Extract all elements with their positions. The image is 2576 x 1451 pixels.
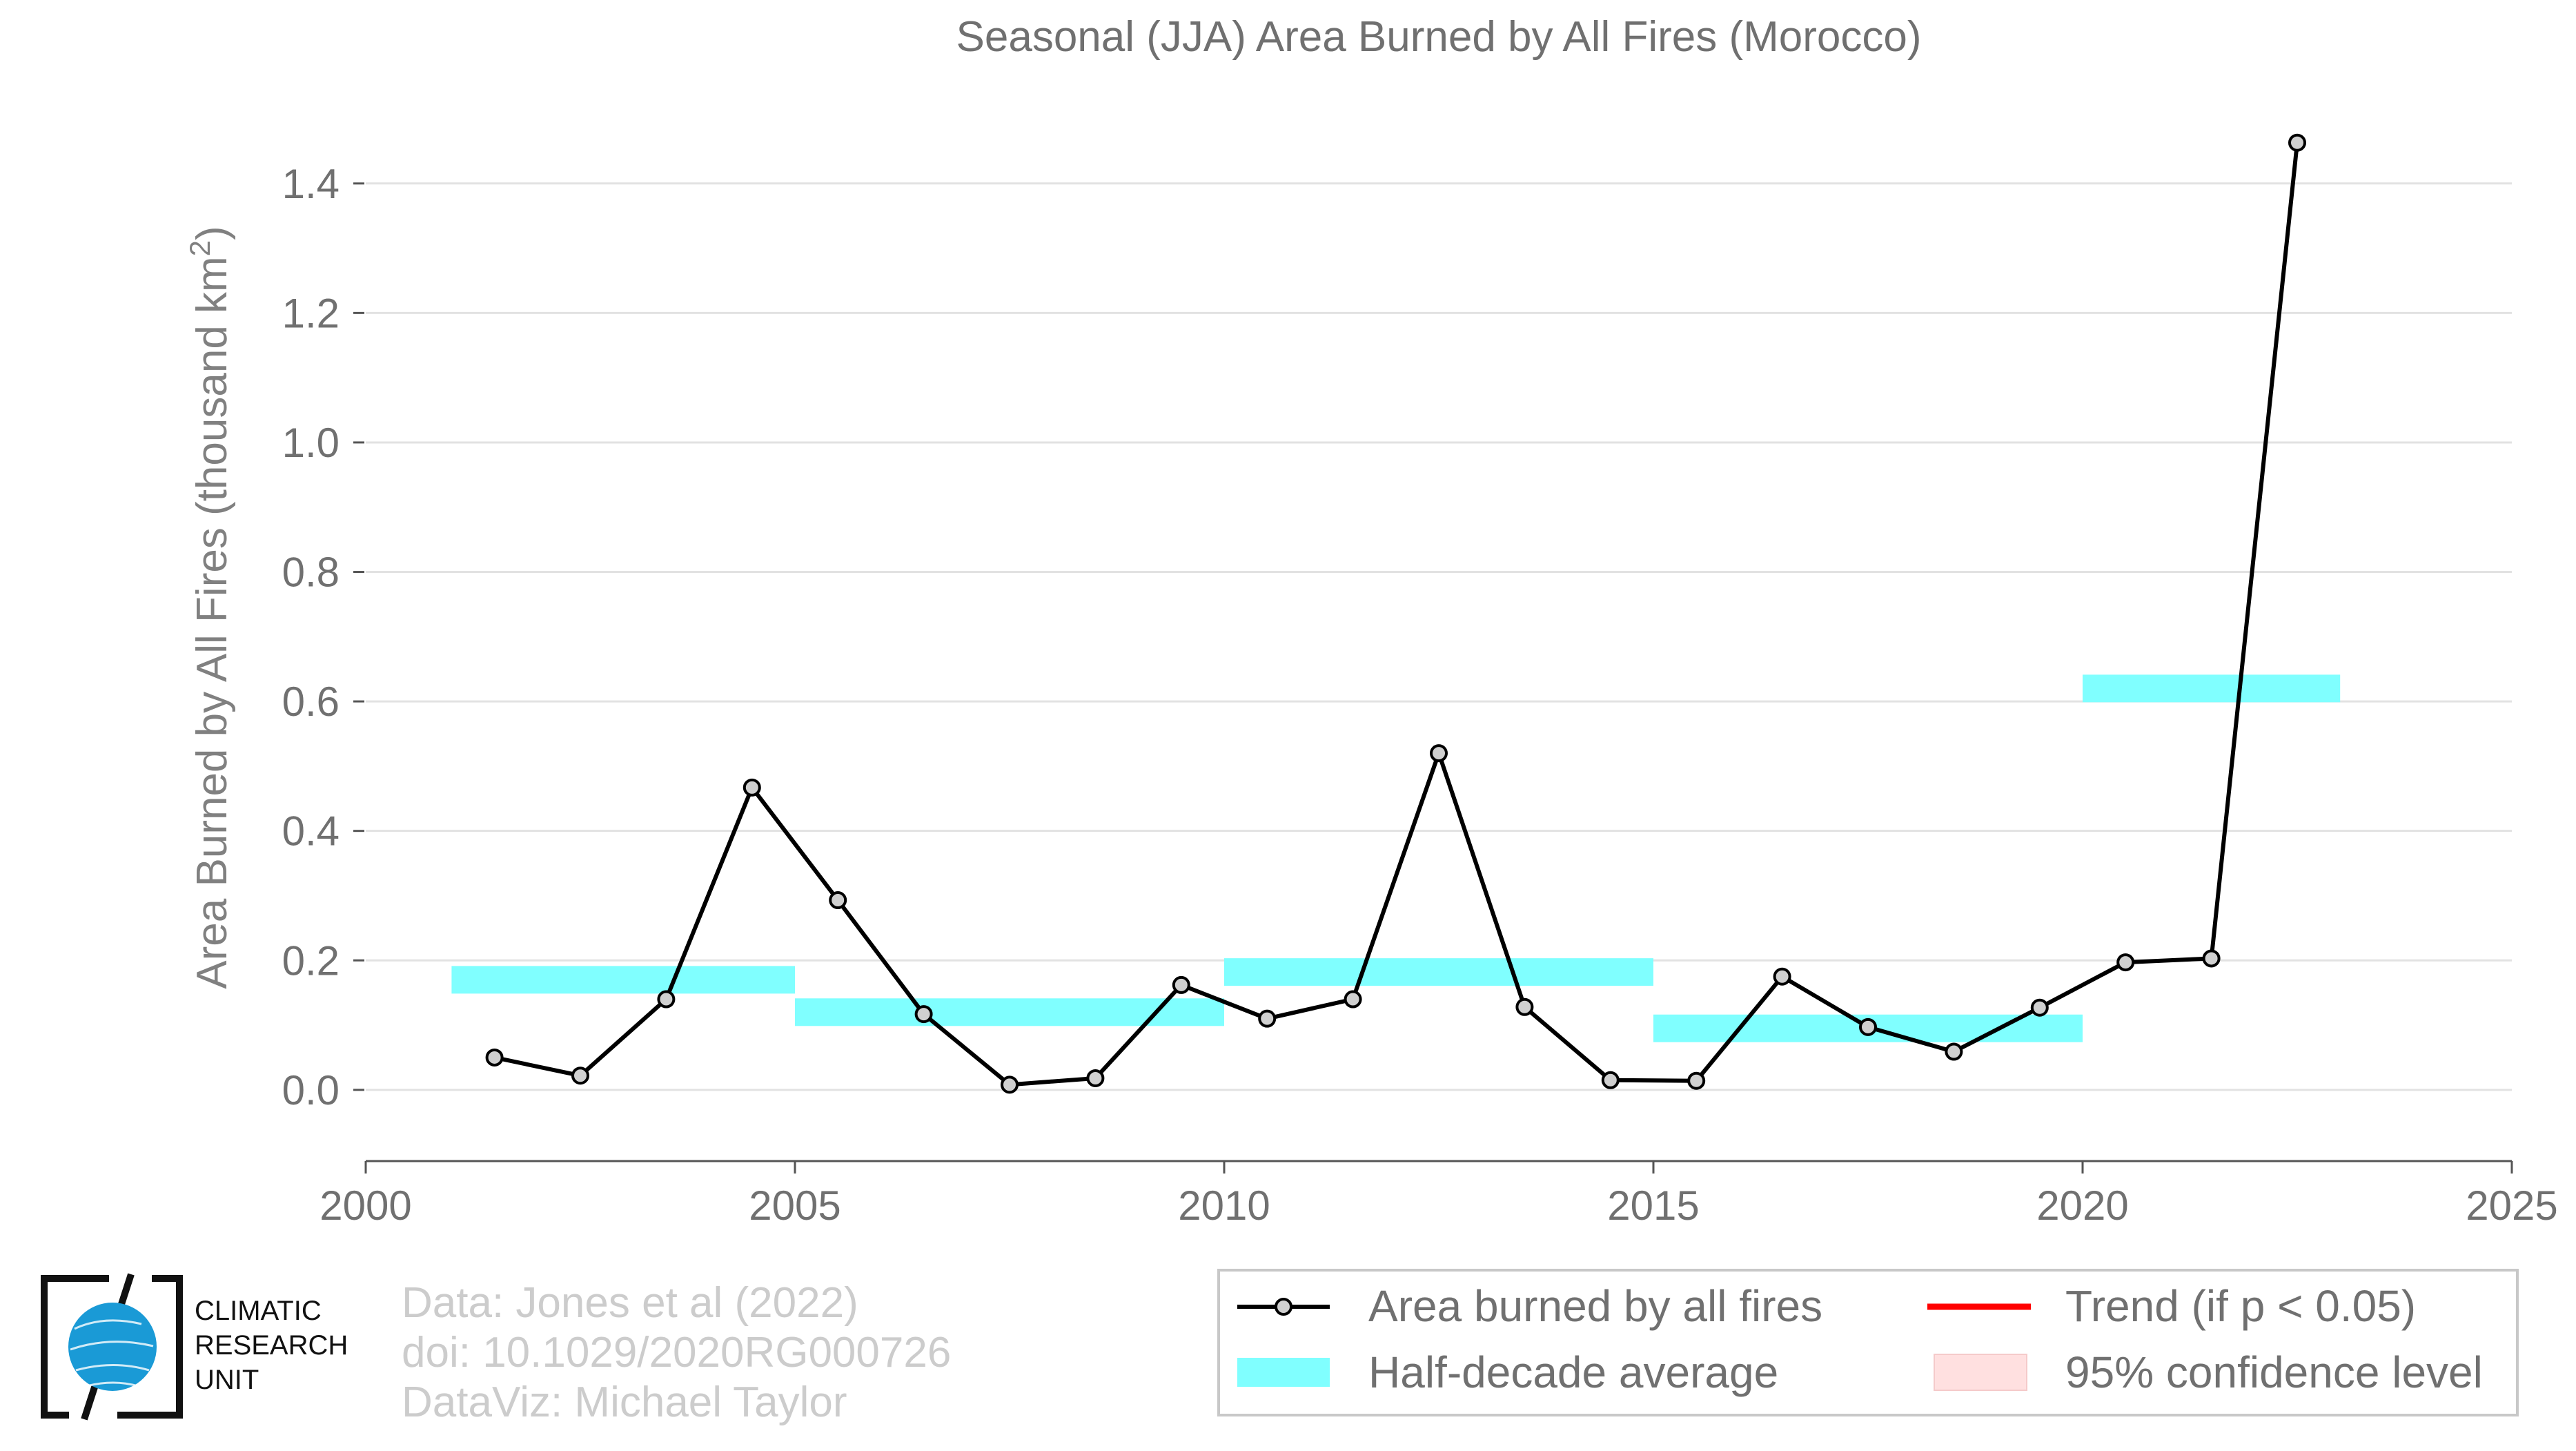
legend-label-area-burned: Area burned by all fires [1368,1281,1822,1331]
series-line-layer [493,142,2299,1087]
gridlines [366,182,2512,1091]
half-decade-band-2 [1224,958,1653,986]
legend-label-confidence: 95% confidence level [2065,1347,2483,1397]
legend-half-decade-swatch [1237,1358,1330,1387]
series-markers [485,133,2306,1094]
y-tick-label-0: 0.0 [282,1067,340,1113]
legend-label-half-decade: Half-decade average [1368,1347,1778,1397]
y-tick-label-4: 0.8 [282,549,340,596]
data-point-12 [1515,997,1534,1016]
data-point-8 [1172,975,1190,994]
data-point-19 [2116,953,2135,972]
cru-logo: CLIMATIC RESEARCH UNIT [41,1273,348,1421]
data-point-14 [1687,1071,1706,1090]
data-point-20 [2202,949,2221,968]
data-point-6 [1001,1075,1019,1094]
logo-globe-icon [68,1303,157,1391]
y-tick-label-3: 0.6 [282,679,340,725]
data-point-0 [485,1048,504,1067]
legend-item-half-decade: Half-decade average [1237,1347,1778,1397]
y-tick-label-5: 1.0 [282,420,340,466]
legend-label-trend: Trend (if p < 0.05) [2065,1281,2416,1331]
data-point-11 [1430,744,1448,763]
legend-item-confidence: 95% confidence level [1934,1347,2483,1397]
y-axis-label: Area Burned by All Fires (thousand km2) [184,226,236,989]
data-point-13 [1601,1071,1620,1089]
data-point-5 [914,1005,933,1024]
y-tick-label-1: 0.2 [282,937,340,984]
logo-frame-right [117,1275,183,1419]
chart-title: Seasonal (JJA) Area Burned by All Fires … [956,13,1922,61]
logo-text-line3: UNIT [195,1365,259,1395]
x-tick-label-4: 2020 [2036,1182,2128,1229]
half-decade-band-4 [2083,674,2341,703]
data-point-4 [829,891,847,910]
series-line [493,142,2299,1087]
y-tick-label-7: 1.4 [282,161,340,207]
legend-confidence-swatch [1934,1354,2027,1391]
y-tick-label-2: 0.4 [282,808,340,855]
data-point-2 [657,990,676,1009]
legend: Area burned by all fires Trend (if p < 0… [1217,1269,2519,1416]
data-point-7 [1086,1069,1105,1087]
data-point-10 [1344,990,1362,1009]
half-decade-bands [451,674,2341,1042]
logo-text-line2: RESEARCH [195,1330,348,1361]
half-decade-band-1 [795,998,1224,1026]
logo-text-line1: CLIMATIC [195,1296,322,1326]
logo-frame-left [41,1275,109,1419]
y-tick-label-6: 1.2 [282,290,340,336]
x-tick-label-0: 2000 [319,1182,411,1229]
y-axis-label-superscript: 2 [184,240,216,256]
legend-marker-swatch [1275,1298,1292,1316]
data-point-18 [2030,998,2049,1017]
credits: Data: Jones et al (2022) doi: 10.1029/20… [402,1279,951,1426]
half-decade-band-0 [451,966,795,994]
data-point-16 [1859,1017,1877,1036]
x-axis-ticks: 2000 2005 2010 2015 2020 2025 [319,1161,2558,1229]
data-point-15 [1773,967,1791,986]
y-axis-label-main: Area Burned by All Fires (thousand km [188,256,236,989]
x-tick-label-1: 2005 [749,1182,840,1229]
data-point-3 [743,778,761,797]
credit-doi: doi: 10.1029/2020RG000726 [402,1329,951,1376]
x-tick-label-5: 2025 [2466,1182,2557,1229]
x-tick-label-3: 2015 [1607,1182,1699,1229]
x-tick-label-2: 2010 [1178,1182,1270,1229]
logo-globe-lines-icon [70,1319,154,1387]
data-point-1 [571,1067,589,1085]
legend-item-area-burned: Area burned by all fires [1237,1281,1822,1331]
data-point-17 [1945,1042,1963,1061]
credit-data-source: Data: Jones et al (2022) [402,1279,858,1327]
y-axis-label-close: ) [188,226,236,240]
legend-frame [1217,1269,2519,1416]
y-axis-ticks: 0.0 0.2 0.4 0.6 0.8 1.0 1.2 1.4 [282,161,364,1113]
legend-item-trend: Trend (if p < 0.05) [1927,1281,2416,1331]
data-point-9 [1258,1009,1277,1028]
credit-dataviz: DataViz: Michael Taylor [402,1379,847,1426]
data-point-21 [2288,133,2306,152]
